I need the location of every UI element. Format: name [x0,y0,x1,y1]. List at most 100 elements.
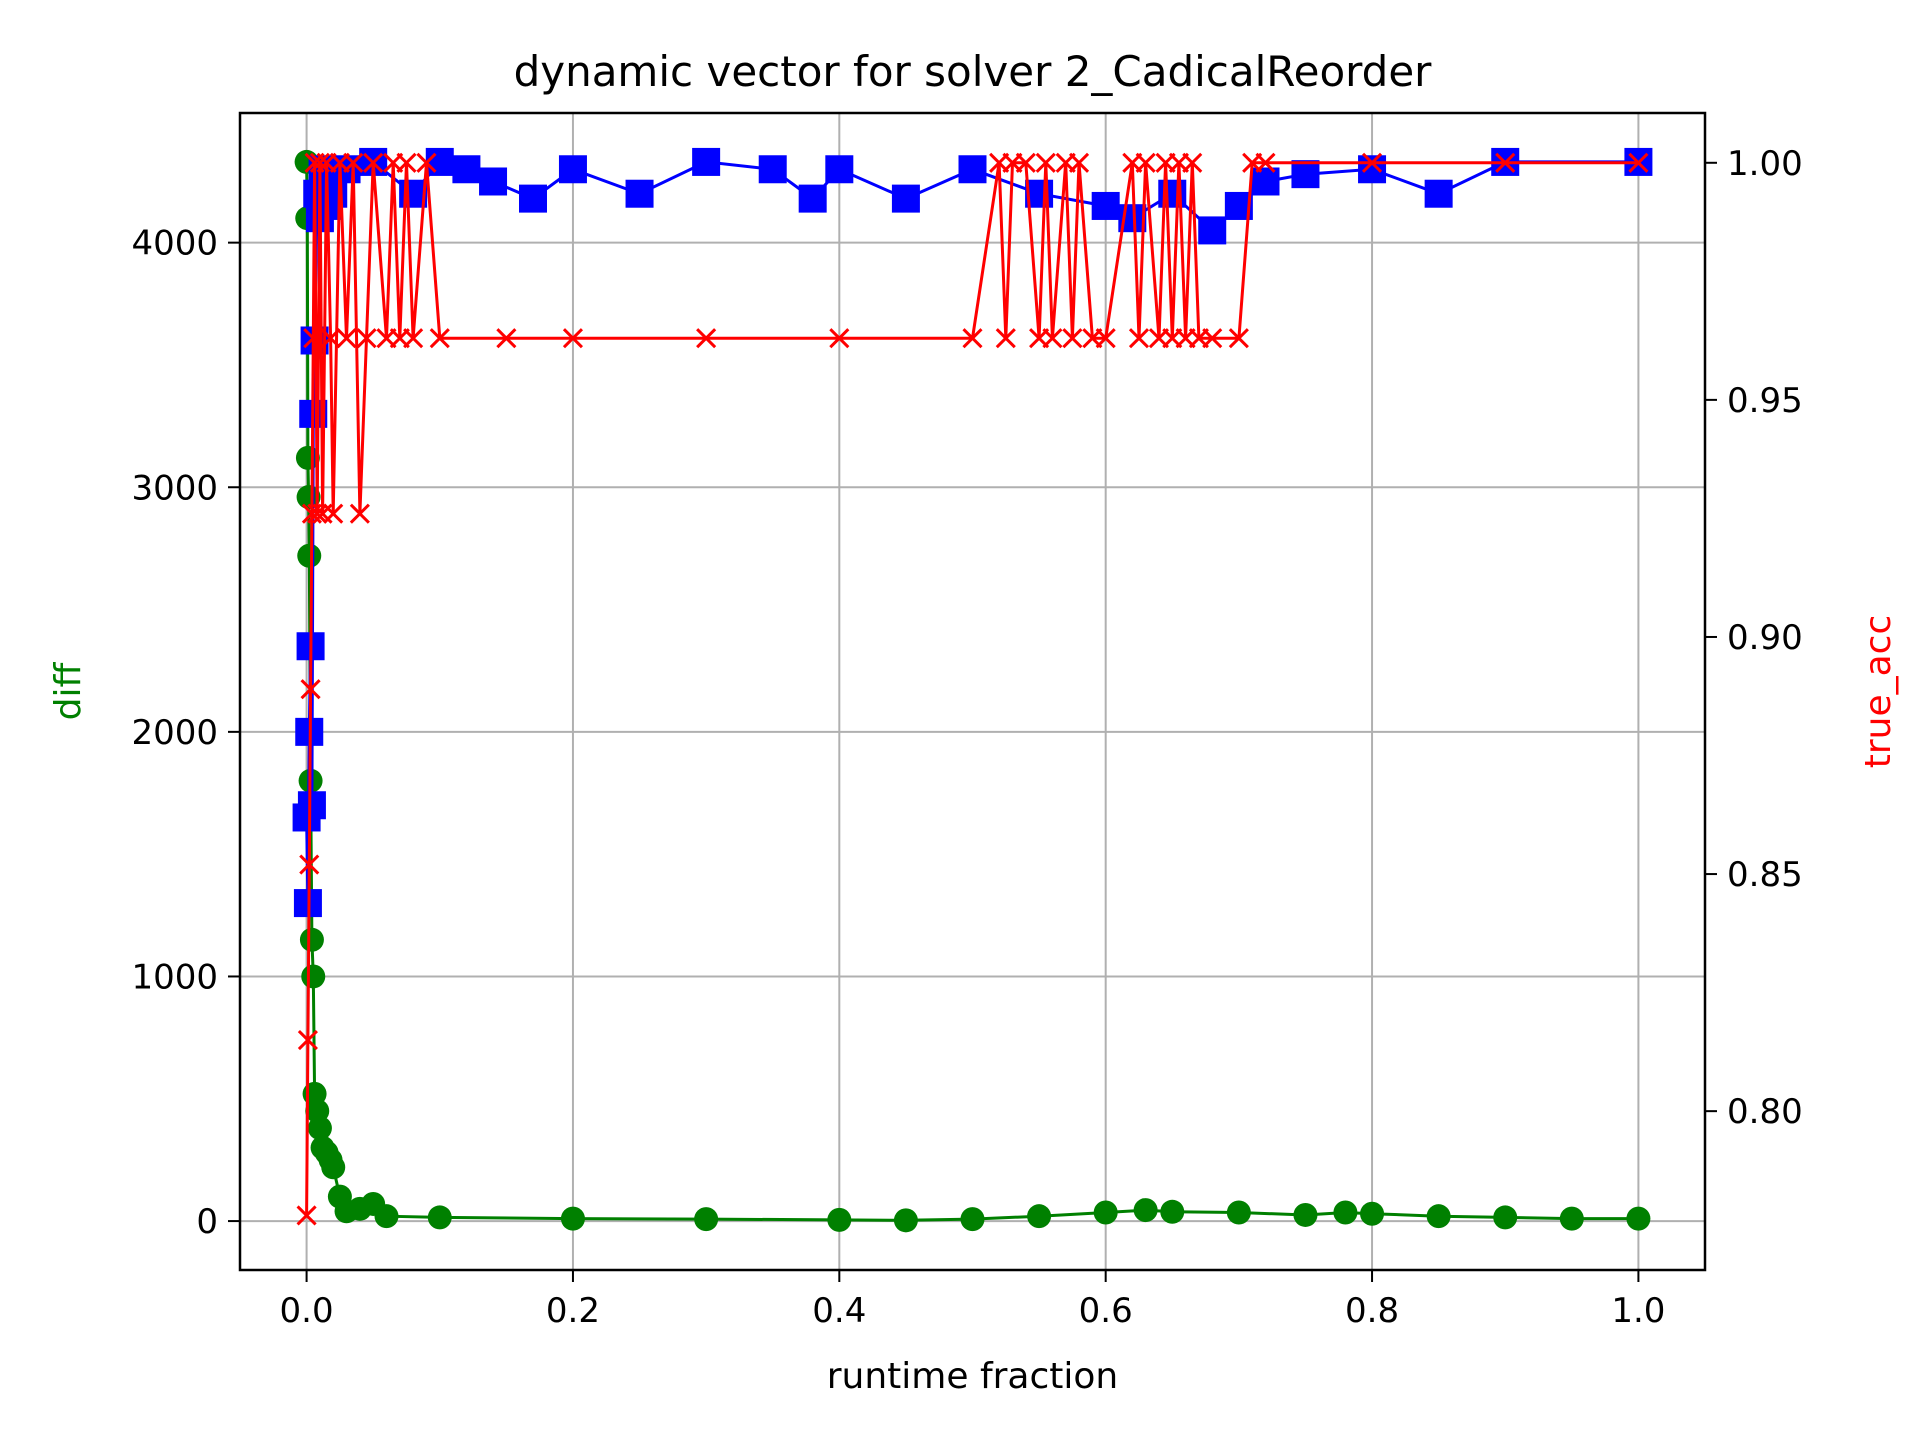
y-left-tick-label: 0 [196,1202,218,1242]
data-point [694,1207,719,1232]
data-point [1015,152,1036,173]
data-point [1333,1200,1358,1225]
data-point [1133,1198,1158,1223]
data-point [299,854,320,875]
data-point [321,1155,346,1180]
data-point [363,152,384,173]
data-point [301,964,326,989]
data-point [297,1029,318,1051]
data-point [496,328,517,349]
x-tick-label: 0.8 [1345,1291,1399,1331]
data-point [829,328,850,349]
data-point [1158,179,1187,208]
data-point [1068,152,1090,173]
data-point [323,503,344,524]
data-point [1293,1202,1318,1227]
y-left-tick-label: 2000 [131,713,218,753]
data-point [758,155,787,184]
data-point [1202,328,1223,349]
data-point [300,679,321,700]
data-point [296,1205,317,1226]
data-point [827,1207,852,1232]
data-point [452,155,481,184]
data-point [1160,1199,1185,1224]
data-point [396,152,417,173]
y-left-axis-label: diff [48,661,89,720]
data-point [1042,328,1063,349]
data-point [1128,328,1150,349]
data-point [1093,1200,1118,1225]
y-left-tick-label: 3000 [131,468,218,508]
x-tick-label: 0.2 [546,1291,600,1331]
series-0 [294,149,1651,1233]
y-right-tick-label: 1.00 [1727,144,1803,184]
data-point [296,485,321,510]
data-point [416,152,437,173]
data-point [1493,1205,1518,1230]
data-point [1182,152,1203,173]
data-point [1360,1201,1385,1226]
data-point [297,791,326,820]
data-point [798,184,827,213]
data-point [1226,1200,1251,1225]
data-point [1091,191,1120,220]
data-point [1495,152,1516,173]
data-point [303,328,324,349]
data-point [427,1205,452,1230]
data-point [319,179,348,208]
x-tick-label: 0.0 [280,1291,334,1331]
data-point [1027,1204,1052,1229]
data-point [1426,1204,1451,1229]
series-layer [292,147,1653,1233]
data-point [320,328,341,349]
y-left-tick-label: 1000 [131,957,218,997]
y-right-tick-label: 0.80 [1727,1092,1803,1132]
data-point [1291,160,1320,189]
data-point [696,328,717,349]
data-point [307,1116,332,1141]
data-point [1628,152,1649,173]
ticks: 0.0 0.2 0.4 0.6 0.8 1.0010002000300040000.800… [131,144,1802,1331]
data-point [825,155,854,184]
data-point [1358,155,1387,184]
series-line [305,161,1639,1216]
plot-frame [238,111,1707,1272]
data-point [1559,1206,1584,1231]
data-point [343,152,364,173]
data-point [558,155,587,184]
y-right-tick-label: 0.95 [1727,381,1803,421]
data-point [425,147,454,176]
data-point [562,328,584,349]
data-point [1062,328,1083,349]
data-point [560,1206,585,1231]
data-point [297,543,322,568]
data-point [1361,152,1383,173]
data-point [374,1204,399,1229]
data-point [519,184,547,213]
data-point [625,179,654,208]
x-axis-label: runtime fraction [827,1356,1119,1397]
data-point [1095,328,1116,349]
data-point [429,328,450,349]
data-point [309,152,330,173]
y-left-tick-label: 4000 [131,224,218,264]
data-point [692,147,721,176]
series-2 [296,152,1649,1226]
data-point [299,927,324,952]
data-point [958,155,987,184]
data-point [1626,1206,1651,1231]
x-tick-label: 0.4 [812,1291,866,1331]
chart-title: dynamic vector for solver 2_CadicalReord… [514,47,1433,96]
y-right-tick-label: 0.90 [1727,618,1803,658]
y-right-axis-label: true_acc [1858,615,1899,769]
data-point [995,328,1016,349]
data-point [1135,152,1156,173]
data-point [960,1207,985,1232]
grid [240,113,1705,1270]
data-point [1251,167,1280,196]
data-point [1035,152,1056,173]
x-tick-label: 1.0 [1611,1291,1665,1331]
data-point [1424,179,1453,208]
data-point [356,328,377,349]
